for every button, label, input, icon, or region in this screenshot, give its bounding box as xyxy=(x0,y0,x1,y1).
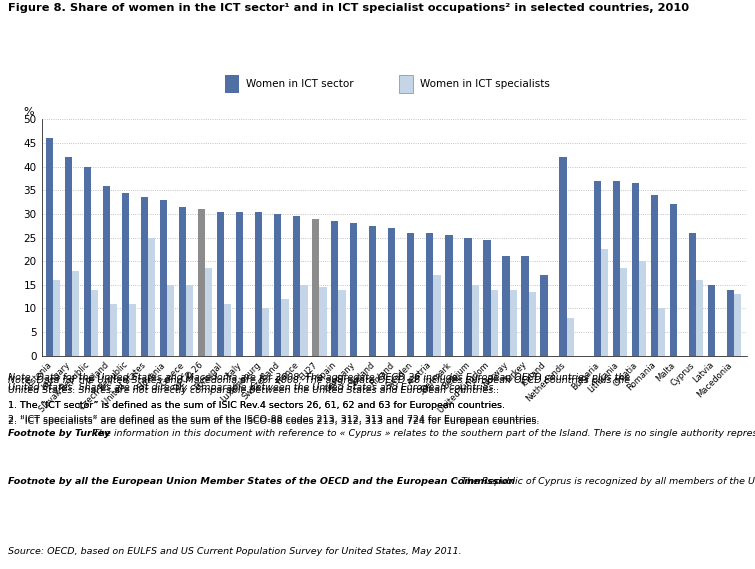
Bar xyxy=(167,284,174,356)
Bar xyxy=(205,268,212,356)
Bar xyxy=(502,257,510,356)
Y-axis label: %: % xyxy=(23,107,34,117)
Bar xyxy=(217,212,224,356)
Bar xyxy=(225,75,239,93)
Text: 2. “ICT specialists” are defined as the sum of the ISCO-88 codes 213, 312, 313 a: 2. “ICT specialists” are defined as the … xyxy=(8,415,539,424)
Text: Women in ICT specialists: Women in ICT specialists xyxy=(420,79,550,89)
Bar xyxy=(369,226,377,356)
Bar xyxy=(491,290,498,356)
Bar xyxy=(541,275,547,356)
Bar xyxy=(282,299,288,356)
Bar xyxy=(198,209,205,356)
Bar xyxy=(433,275,441,356)
Bar xyxy=(658,308,665,356)
Bar xyxy=(613,181,620,356)
Bar xyxy=(84,167,91,356)
Text: : The Republic of Cyprus is recognized by all members of the United Nations with: : The Republic of Cyprus is recognized b… xyxy=(455,477,755,486)
Bar xyxy=(300,284,307,356)
Bar xyxy=(186,284,193,356)
Bar xyxy=(255,212,262,356)
Text: Source: OECD, based on EULFS and US Current Population Survey for United States,: Source: OECD, based on EULFS and US Curr… xyxy=(8,547,461,555)
Bar xyxy=(696,280,704,356)
Bar xyxy=(72,271,79,356)
Text: Note. Data for the United States and Macedonia are for 2008. The aggregate OECD : Note. Data for the United States and Mac… xyxy=(8,376,630,395)
Text: Footnote by Turkey: Footnote by Turkey xyxy=(8,430,110,439)
Bar xyxy=(734,294,741,356)
Bar xyxy=(148,238,156,356)
Bar xyxy=(338,290,346,356)
Text: 1. The “ICT sector” is defined as the sum of ISIC Rev.4 sectors 26, 61, 62 and 6: 1. The “ICT sector” is defined as the su… xyxy=(8,401,504,410)
Bar xyxy=(312,218,319,356)
Bar xyxy=(445,235,452,356)
Bar xyxy=(224,304,232,356)
Bar xyxy=(141,197,148,356)
Bar xyxy=(103,185,110,356)
Bar xyxy=(262,308,270,356)
Bar xyxy=(53,280,60,356)
Bar xyxy=(670,204,677,356)
Bar xyxy=(399,75,413,93)
Bar xyxy=(160,200,167,356)
Bar xyxy=(632,183,639,356)
Text: Note. Data for the United States and Macedonia are for 2008. The aggregate OECD : Note. Data for the United States and Mac… xyxy=(8,373,630,392)
Bar xyxy=(601,249,609,356)
Text: 2. “ICT specialists” are defined as the sum of the ISCO-88 codes 213, 312, 313 a: 2. “ICT specialists” are defined as the … xyxy=(8,417,539,426)
Text: 1. The “ICT sector” is defined as the sum of ISIC Rev.4 sectors 26, 61, 62 and 6: 1. The “ICT sector” is defined as the su… xyxy=(8,401,504,410)
Text: : The information in this document with reference to « Cyprus » relates to the s: : The information in this document with … xyxy=(87,430,755,439)
Bar xyxy=(464,238,472,356)
Bar xyxy=(427,233,433,356)
Bar xyxy=(510,290,517,356)
Bar xyxy=(689,233,696,356)
Bar xyxy=(472,284,479,356)
Bar xyxy=(46,138,53,356)
Text: Women in ICT sector: Women in ICT sector xyxy=(246,79,354,89)
Text: Figure 8. Share of women in the ICT sector¹ and in ICT specialist occupations² i: Figure 8. Share of women in the ICT sect… xyxy=(8,3,689,13)
Bar xyxy=(593,181,601,356)
Bar xyxy=(331,221,338,356)
Text: Footnote by all the European Union Member States of the OECD and the European Co: Footnote by all the European Union Membe… xyxy=(8,477,515,486)
Bar xyxy=(236,212,243,356)
Bar xyxy=(651,195,658,356)
Bar xyxy=(274,214,282,356)
Bar xyxy=(91,290,98,356)
Bar xyxy=(522,257,528,356)
Bar xyxy=(388,228,396,356)
Bar xyxy=(179,207,186,356)
Bar xyxy=(559,157,567,356)
Bar xyxy=(727,290,734,356)
Bar xyxy=(639,261,646,356)
Bar xyxy=(483,240,491,356)
Bar xyxy=(407,233,414,356)
Bar xyxy=(65,157,72,356)
Bar xyxy=(110,304,117,356)
Bar xyxy=(528,292,536,356)
Bar xyxy=(620,268,627,356)
Bar xyxy=(122,193,129,356)
Bar xyxy=(319,287,327,356)
Bar xyxy=(129,304,137,356)
Bar xyxy=(567,318,574,356)
Bar xyxy=(350,224,357,356)
Bar xyxy=(293,216,300,356)
Bar xyxy=(708,284,715,356)
